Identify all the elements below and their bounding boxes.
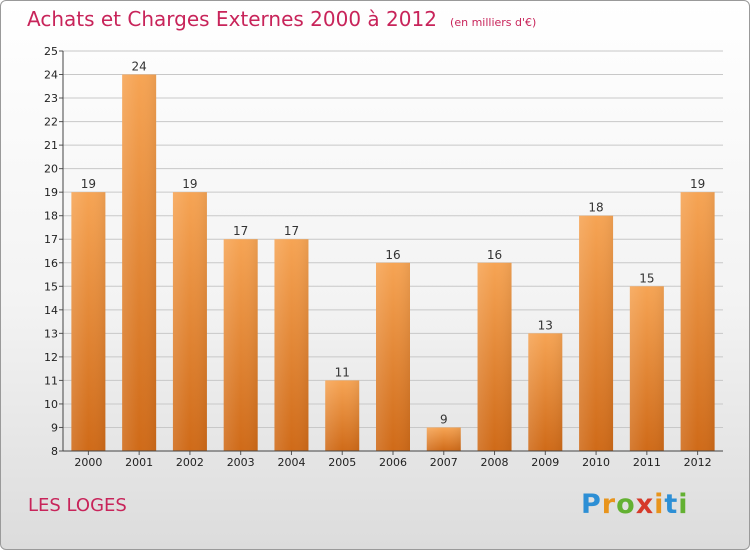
data-label: 18: [588, 201, 603, 215]
x-tick-label: 2003: [227, 456, 255, 469]
data-label: 24: [132, 60, 147, 74]
y-tick-label: 14: [44, 304, 58, 317]
x-tick-label: 2004: [277, 456, 305, 469]
y-tick-label: 21: [44, 139, 58, 152]
x-tick-label: 2001: [125, 456, 153, 469]
data-label: 13: [538, 318, 553, 332]
data-label: 9: [440, 412, 448, 426]
bar-sheen: [71, 192, 106, 452]
x-tick-label: 2008: [481, 456, 509, 469]
data-label: 16: [487, 248, 502, 262]
y-tick-label: 11: [44, 374, 58, 387]
bar-sheen: [325, 380, 360, 451]
data-label: 17: [284, 224, 299, 238]
y-axis-ticks: 8 9 10 11 12 13 14 15 16 17 18 19 20 21 22 23 24 25: [44, 45, 63, 458]
bar-sheen: [426, 427, 461, 451]
y-tick-label: 18: [44, 210, 58, 223]
x-tick-label: 2005: [328, 456, 356, 469]
x-tick-label: 2009: [531, 456, 559, 469]
y-tick-label: 20: [44, 163, 58, 176]
bar-sheen: [680, 192, 715, 452]
chart-title: Achats et Charges Externes 2000 à 2012 (…: [27, 7, 536, 31]
bar-sheen: [122, 74, 157, 451]
bar-sheen: [579, 215, 614, 451]
y-tick-label: 9: [51, 421, 58, 434]
axes: [62, 51, 723, 452]
y-tick-label: 19: [44, 186, 58, 199]
bar-sheen: [528, 333, 563, 451]
y-tick-label: 10: [44, 398, 58, 411]
bar-sheen: [172, 192, 207, 452]
y-tick-label: 12: [44, 351, 58, 364]
y-tick-label: 24: [44, 69, 58, 82]
y-tick-label: 13: [44, 327, 58, 340]
data-label: 19: [182, 177, 197, 191]
bars: [71, 74, 715, 452]
x-axis-ticks: 2000 2001 2002 2003 2004 2005 2006 2007 2008 2009…: [74, 451, 712, 469]
data-label: 19: [81, 177, 96, 191]
y-tick-label: 16: [44, 257, 58, 270]
x-tick-label: 2012: [684, 456, 712, 469]
data-label: 19: [690, 177, 705, 191]
x-tick-label: 2000: [74, 456, 102, 469]
data-label: 17: [233, 224, 248, 238]
y-tick-label: 22: [44, 116, 58, 129]
bar-sheen: [629, 286, 664, 451]
x-tick-label: 2007: [430, 456, 458, 469]
chart-unit: (en milliers d'€): [450, 16, 537, 29]
bar-sheen: [376, 262, 410, 451]
y-tick-label: 8: [51, 445, 58, 458]
bar-sheen: [274, 239, 309, 451]
x-tick-label: 2002: [176, 456, 204, 469]
x-tick-label: 2011: [633, 456, 661, 469]
data-label: 11: [335, 365, 350, 379]
bar-sheen: [223, 239, 258, 451]
commune-name: LES LOGES: [28, 495, 127, 516]
x-tick-label: 2006: [379, 456, 407, 469]
data-label: 15: [639, 271, 654, 285]
x-tick-label: 2010: [582, 456, 610, 469]
data-labels: 19 24 19 17 17 11 16 9 16 13 18 15 19: [81, 60, 706, 427]
y-tick-label: 17: [44, 233, 58, 246]
data-label: 16: [385, 248, 400, 262]
chart-title-text: Achats et Charges Externes 2000 à 2012: [27, 7, 437, 31]
y-tick-label: 15: [44, 280, 58, 293]
y-tick-label: 23: [44, 92, 58, 105]
proxiti-logo: Proxiti: [581, 489, 689, 520]
y-tick-label: 25: [44, 45, 58, 58]
bar-sheen: [477, 262, 512, 451]
